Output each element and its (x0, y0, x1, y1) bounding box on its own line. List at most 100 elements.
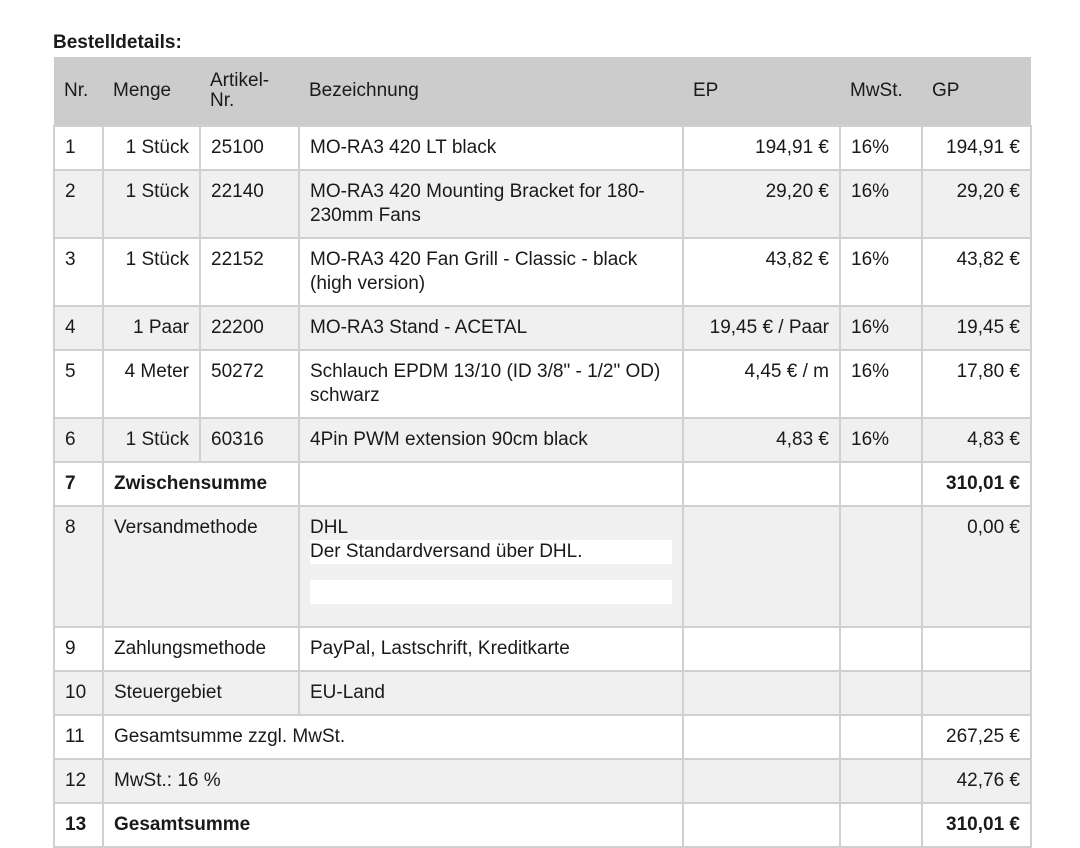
cell-nr: 9 (53, 626, 104, 672)
cell-empty (839, 626, 923, 672)
cell-empty (682, 714, 841, 760)
tax-region-label: Steuergebiet (102, 670, 300, 716)
cell-menge: 1 Stück (102, 417, 201, 463)
cell-nr: 11 (53, 714, 104, 760)
cell-empty (682, 670, 841, 716)
table-row: 6 1 Stück 60316 4Pin PWM extension 90cm … (53, 417, 1032, 463)
cell-artikel-nr: 22200 (199, 305, 300, 351)
vat-row: 12 MwSt.: 16 % 42,76 € (53, 758, 1032, 804)
cell-gp: 43,82 € (921, 237, 1032, 307)
cell-bezeichnung: MO-RA3 420 Fan Grill - Classic - black (… (298, 237, 684, 307)
cell-ep: 4,45 € / m (682, 349, 841, 419)
payment-label: Zahlungsmethode (102, 626, 300, 672)
shipping-method: DHL (310, 517, 349, 538)
cell-menge: 1 Stück (102, 125, 201, 171)
header-artikel-nr: Artikel-Nr. (200, 57, 299, 126)
cell-ep: 43,82 € (682, 237, 841, 307)
table-row: 5 4 Meter 50272 Schlauch EPDM 13/10 (ID … (53, 349, 1032, 419)
header-ep: EP (683, 57, 840, 126)
header-gp: GP (922, 57, 1031, 126)
cell-mwst: 16% (839, 237, 923, 307)
header-mwst: MwSt. (840, 57, 922, 126)
shipping-extra-info (310, 580, 672, 604)
grand-total-label: Gesamtsumme (102, 802, 684, 848)
table-row: 3 1 Stück 22152 MO-RA3 420 Fan Grill - C… (53, 237, 1032, 307)
grand-total-value: 310,01 € (921, 802, 1032, 848)
order-details-table-wrapper: Nr. Menge Artikel-Nr. Bezeichnung EP MwS… (53, 57, 1032, 848)
cell-nr: 10 (53, 670, 104, 716)
cell-gp: 4,83 € (921, 417, 1032, 463)
shipping-details: DHL Der Standardversand über DHL. (298, 505, 684, 628)
cell-bezeichnung: Schlauch EPDM 13/10 (ID 3/8" - 1/2" OD) … (298, 349, 684, 419)
cell-gp: 19,45 € (921, 305, 1032, 351)
tax-region-value: EU-Land (298, 670, 684, 716)
cell-empty (682, 505, 841, 628)
tax-region-row: 10 Steuergebiet EU-Land (53, 670, 1032, 716)
cell-empty (839, 802, 923, 848)
cell-ep: 194,91 € (682, 125, 841, 171)
cell-empty (682, 461, 841, 507)
cell-menge: 1 Paar (102, 305, 201, 351)
cell-nr: 4 (53, 305, 104, 351)
cell-mwst: 16% (839, 349, 923, 419)
shipping-label: Versandmethode (102, 505, 300, 628)
cell-ep: 4,83 € (682, 417, 841, 463)
cell-empty (298, 461, 684, 507)
cell-nr: 8 (53, 505, 104, 628)
cell-menge: 1 Stück (102, 237, 201, 307)
net-total-value: 267,25 € (921, 714, 1032, 760)
cell-empty (839, 758, 923, 804)
cell-empty (839, 461, 923, 507)
cell-mwst: 16% (839, 125, 923, 171)
table-header-row: Nr. Menge Artikel-Nr. Bezeichnung EP MwS… (54, 57, 1031, 126)
cell-bezeichnung: 4Pin PWM extension 90cm black (298, 417, 684, 463)
subtotal-label: Zwischensumme (102, 461, 300, 507)
cell-nr: 3 (53, 237, 104, 307)
cell-empty (921, 626, 1032, 672)
header-menge: Menge (103, 57, 200, 126)
net-total-label: Gesamtsumme zzgl. MwSt. (102, 714, 684, 760)
order-details-title: Bestelldetails: (53, 32, 182, 53)
cell-gp: 29,20 € (921, 169, 1032, 239)
net-total-row: 11 Gesamtsumme zzgl. MwSt. 267,25 € (53, 714, 1032, 760)
cell-empty (839, 714, 923, 760)
cell-artikel-nr: 60316 (199, 417, 300, 463)
cell-nr: 13 (53, 802, 104, 848)
vat-value: 42,76 € (921, 758, 1032, 804)
cell-gp: 194,91 € (921, 125, 1032, 171)
subtotal-row: 7 Zwischensumme 310,01 € (53, 461, 1032, 507)
cell-artikel-nr: 50272 (199, 349, 300, 419)
cell-artikel-nr: 22152 (199, 237, 300, 307)
cell-bezeichnung: MO-RA3 Stand - ACETAL (298, 305, 684, 351)
cell-artikel-nr: 25100 (199, 125, 300, 171)
shipping-cost: 0,00 € (921, 505, 1032, 628)
cell-bezeichnung: MO-RA3 420 LT black (298, 125, 684, 171)
cell-empty (921, 670, 1032, 716)
cell-mwst: 16% (839, 417, 923, 463)
cell-nr: 7 (53, 461, 104, 507)
shipping-description: Der Standardversand über DHL. (310, 540, 672, 564)
cell-nr: 5 (53, 349, 104, 419)
cell-menge: 4 Meter (102, 349, 201, 419)
subtotal-value: 310,01 € (921, 461, 1032, 507)
header-nr: Nr. (54, 57, 103, 126)
cell-artikel-nr: 22140 (199, 169, 300, 239)
header-bezeichnung: Bezeichnung (299, 57, 683, 126)
grand-total-row: 13 Gesamtsumme 310,01 € (53, 802, 1032, 848)
order-details-table: Nr. Menge Artikel-Nr. Bezeichnung EP MwS… (53, 57, 1032, 848)
cell-nr: 2 (53, 169, 104, 239)
table-row: 1 1 Stück 25100 MO-RA3 420 LT black 194,… (53, 125, 1032, 171)
table-border-continuation (53, 826, 55, 844)
cell-gp: 17,80 € (921, 349, 1032, 419)
shipping-row: 8 Versandmethode DHL Der Standardversand… (53, 505, 1032, 628)
cell-mwst: 16% (839, 305, 923, 351)
cell-empty (682, 758, 841, 804)
cell-mwst: 16% (839, 169, 923, 239)
cell-nr: 6 (53, 417, 104, 463)
cell-ep: 19,45 € / Paar (682, 305, 841, 351)
table-row: 2 1 Stück 22140 MO-RA3 420 Mounting Brac… (53, 169, 1032, 239)
table-row: 4 1 Paar 22200 MO-RA3 Stand - ACETAL 19,… (53, 305, 1032, 351)
cell-menge: 1 Stück (102, 169, 201, 239)
cell-nr: 12 (53, 758, 104, 804)
cell-empty (682, 626, 841, 672)
